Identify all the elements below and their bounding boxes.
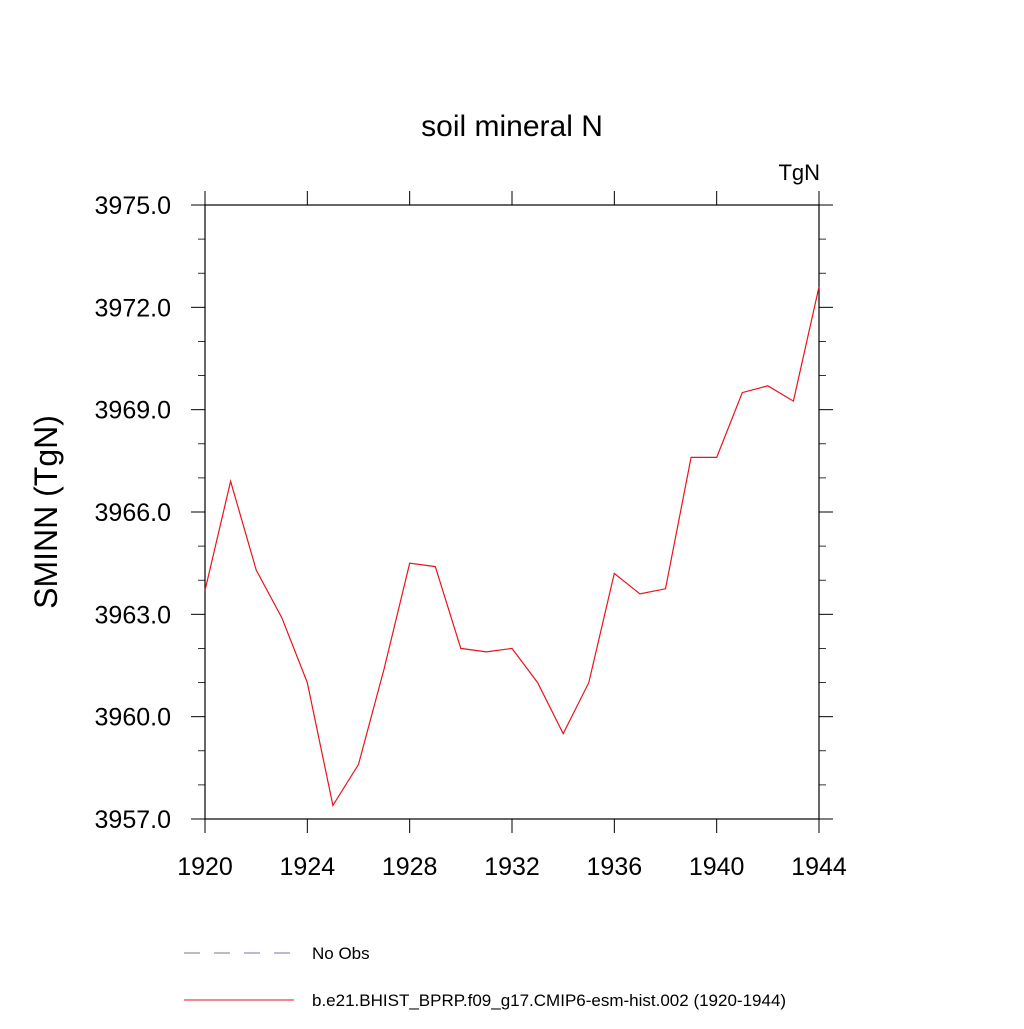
x-tick-label: 1940 — [689, 853, 745, 881]
chart-title: soil mineral N — [421, 110, 603, 143]
legend-label-0: b.e21.BHIST_BPRP.f09_g17.CMIP6-esm-hist.… — [312, 991, 786, 1010]
x-tick-label: 1920 — [177, 853, 233, 881]
x-tick-label: 1924 — [280, 853, 336, 881]
legend-label-1: No Obs — [312, 944, 370, 963]
x-tick-label: 1928 — [382, 853, 438, 881]
x-tick-label: 1936 — [587, 853, 643, 881]
series-layer — [204, 286, 820, 807]
legend: No Obs b.e21.BHIST_BPRP.f09_g17.CMIP6-esm… — [184, 944, 786, 1010]
plot-frame — [204, 204, 820, 820]
y-tick-label: 3966.0 — [95, 499, 171, 527]
y-tick-label: 3957.0 — [95, 806, 171, 834]
series-line-0 — [204, 286, 820, 807]
y-tick-label: 3975.0 — [95, 192, 171, 220]
axes: 3957.0 3960.0 3963.0 3966.0 3969.0 3972.0 3975… — [95, 191, 847, 881]
x-tick-label: 1932 — [484, 853, 540, 881]
y-tick-label: 3960.0 — [95, 704, 171, 732]
y-tick-label: 3972.0 — [95, 294, 171, 322]
y-tick-label: 3963.0 — [95, 601, 171, 629]
y-axis-label: SMINN (TgN) — [28, 415, 64, 609]
x-tick-label: 1944 — [791, 853, 847, 881]
units-label: TgN — [778, 160, 820, 185]
y-tick-label: 3969.0 — [95, 397, 171, 425]
